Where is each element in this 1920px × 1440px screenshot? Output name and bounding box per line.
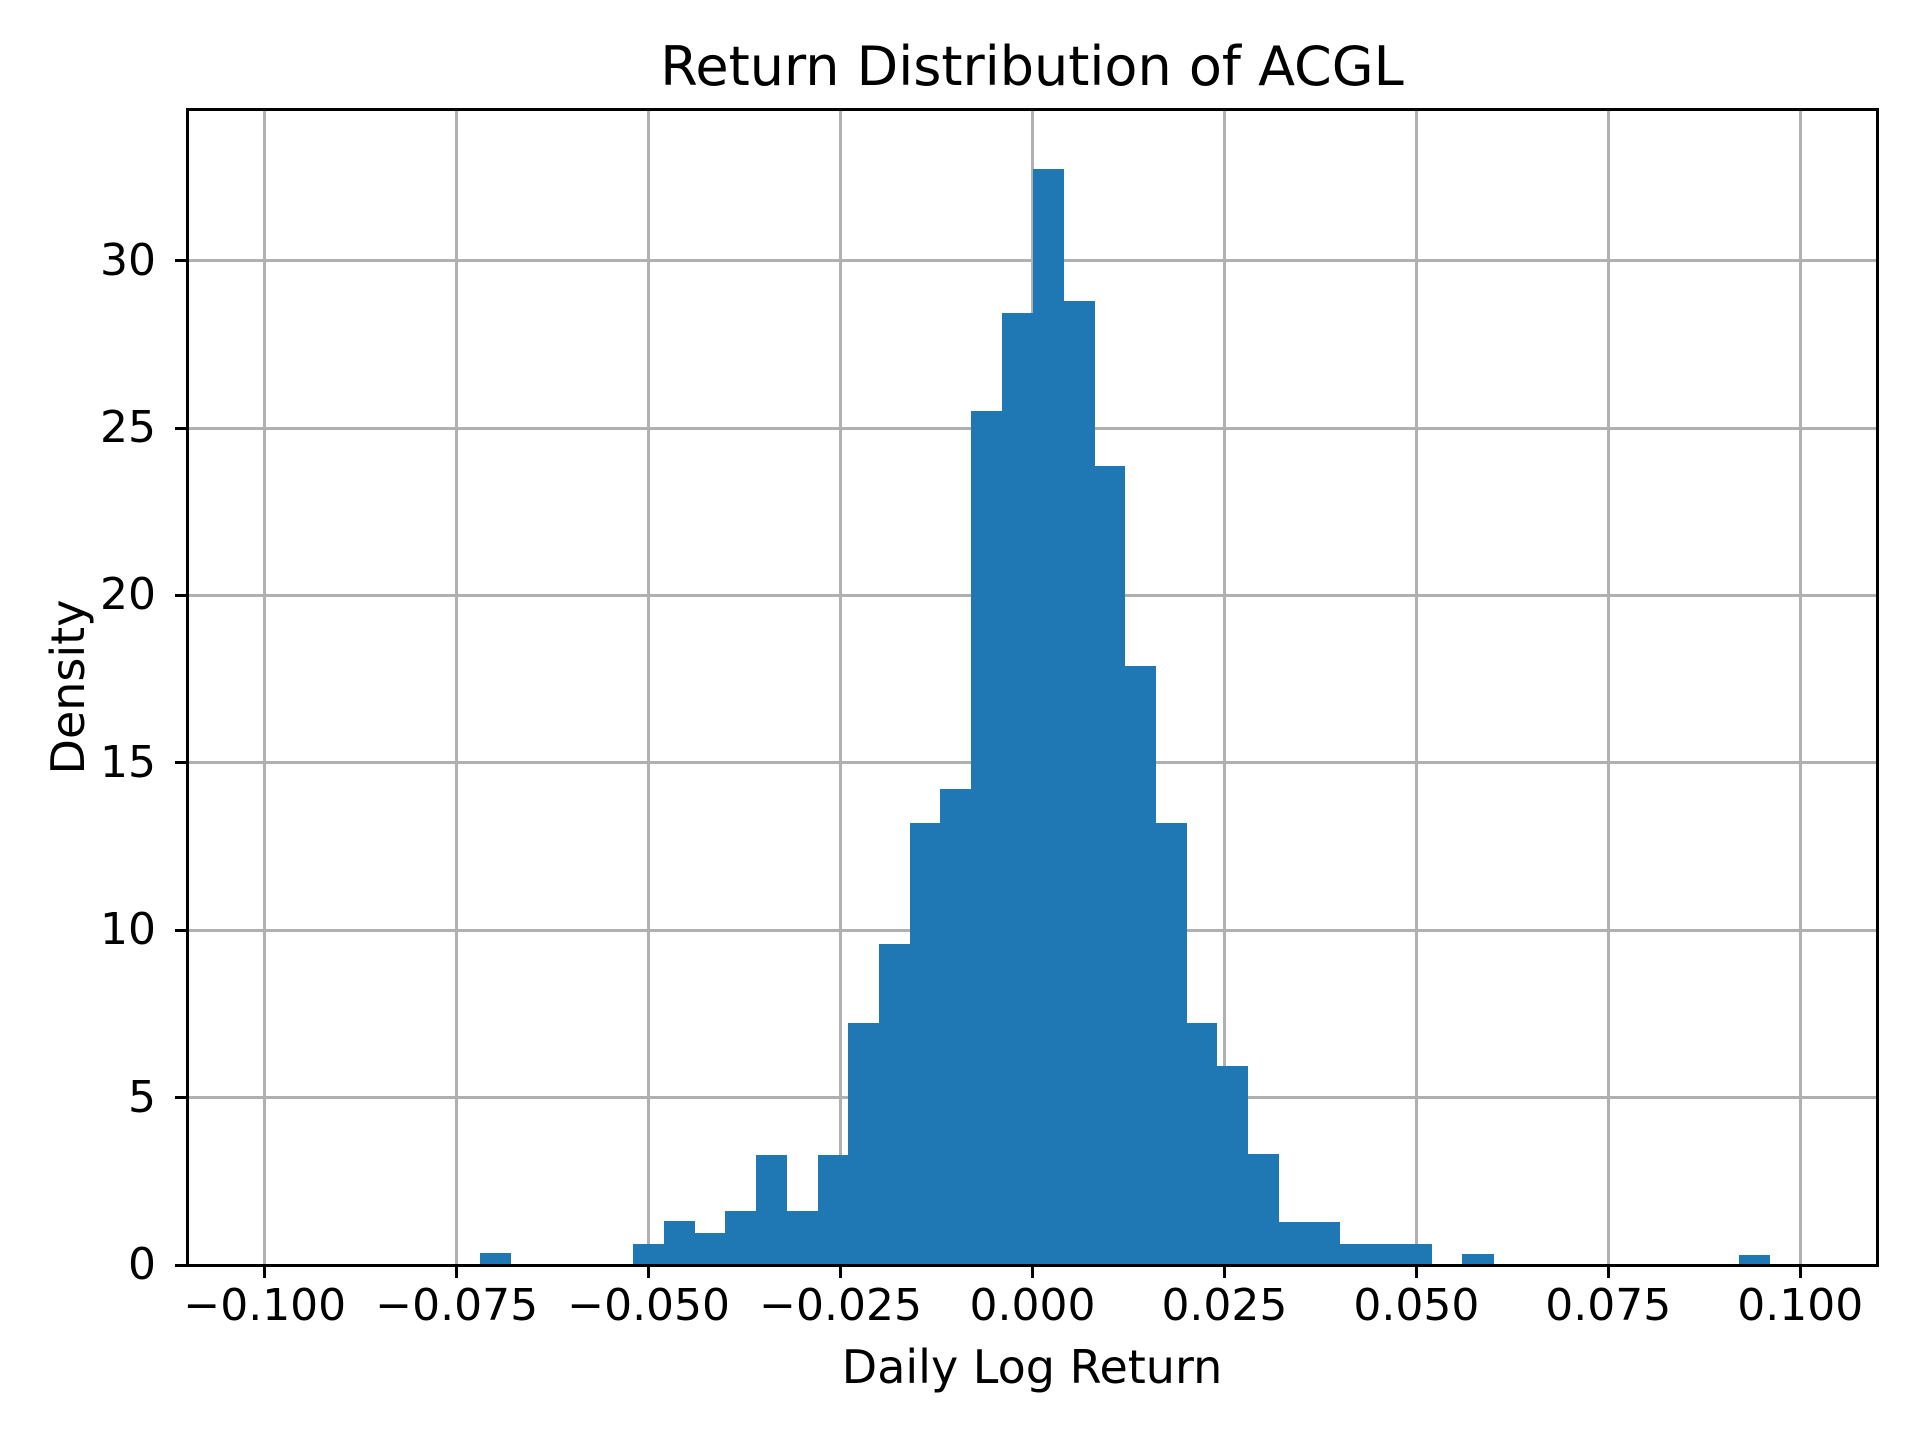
- histogram-bar: [1001, 312, 1034, 1265]
- gridline-vertical: [1798, 110, 1802, 1265]
- histogram-bar: [1216, 1065, 1249, 1265]
- x-tick-mark: [839, 1266, 843, 1278]
- gridline-vertical: [455, 110, 459, 1265]
- histogram-bar: [1186, 1022, 1218, 1265]
- histogram-bar: [1370, 1243, 1402, 1265]
- gridline-vertical: [263, 110, 267, 1265]
- histogram-bar: [1308, 1222, 1341, 1265]
- y-tick-label: 30: [100, 234, 156, 286]
- x-tick-label: −0.050: [567, 1280, 731, 1331]
- y-tick-mark: [175, 1096, 187, 1100]
- histogram-bar: [1124, 666, 1156, 1265]
- x-tick-mark: [1031, 1266, 1034, 1278]
- x-tick-label: −0.025: [759, 1280, 922, 1331]
- histogram-bar: [1155, 823, 1187, 1265]
- x-tick-mark: [1222, 1266, 1226, 1278]
- histogram-bar: [786, 1211, 819, 1265]
- x-tick-mark: [263, 1266, 267, 1278]
- gridline-vertical: [1414, 110, 1418, 1265]
- x-axis-label: Daily Log Return: [841, 1340, 1223, 1394]
- x-tick-label: 0.050: [1353, 1280, 1480, 1331]
- histogram-bar: [1093, 466, 1126, 1265]
- histogram-bar: [1247, 1154, 1279, 1265]
- y-tick-mark: [175, 426, 187, 430]
- x-tick-label: −0.075: [375, 1280, 539, 1331]
- y-tick-label: 0: [128, 1239, 156, 1290]
- histogram-bar: [971, 411, 1003, 1265]
- x-tick-label: 0.075: [1545, 1280, 1672, 1331]
- y-tick-mark: [175, 1263, 187, 1267]
- histogram-bar: [694, 1233, 726, 1265]
- y-tick-label: 25: [100, 402, 156, 454]
- histogram-bar: [725, 1211, 757, 1265]
- histogram-bar: [848, 1022, 880, 1265]
- histogram-bar: [1278, 1222, 1310, 1265]
- y-tick-mark: [175, 593, 187, 597]
- y-tick-mark: [175, 259, 187, 263]
- histogram-bar: [878, 944, 911, 1265]
- y-tick-mark: [175, 928, 187, 932]
- gridline-vertical: [1606, 110, 1610, 1265]
- histogram-bar: [756, 1154, 788, 1265]
- y-tick-mark: [175, 761, 187, 765]
- histogram-bar: [1063, 301, 1095, 1265]
- histogram-bar: [1401, 1243, 1433, 1265]
- histogram-bar: [1462, 1253, 1494, 1265]
- histogram-bar: [663, 1221, 696, 1265]
- histogram-bar: [1339, 1243, 1371, 1265]
- x-tick-label: −0.100: [183, 1280, 347, 1331]
- histogram-bar: [817, 1154, 849, 1265]
- x-tick-label: 0.025: [1161, 1280, 1288, 1331]
- histogram-bar: [1032, 169, 1064, 1265]
- y-tick-label: 10: [100, 904, 156, 956]
- histogram-bar: [479, 1253, 512, 1265]
- plot-area: [186, 108, 1879, 1267]
- histogram-bar: [1738, 1254, 1771, 1265]
- chart-title: Return Distribution of ACGL: [660, 35, 1404, 98]
- gridline-vertical: [1222, 110, 1226, 1265]
- gridline-vertical: [647, 110, 651, 1265]
- x-tick-mark: [455, 1266, 459, 1278]
- y-tick-label: 15: [100, 736, 156, 788]
- x-tick-mark: [1414, 1266, 1418, 1278]
- histogram-bar: [633, 1244, 665, 1265]
- histogram-bar: [909, 823, 941, 1265]
- x-tick-label: 0.100: [1737, 1280, 1864, 1331]
- x-tick-mark: [647, 1266, 651, 1278]
- y-tick-label: 20: [100, 569, 156, 621]
- x-tick-mark: [1798, 1266, 1802, 1278]
- x-tick-mark: [1606, 1266, 1610, 1278]
- y-tick-label: 5: [128, 1071, 156, 1123]
- histogram-bar: [940, 788, 972, 1265]
- gridline-vertical: [839, 110, 843, 1265]
- x-tick-label: 0.000: [969, 1280, 1096, 1331]
